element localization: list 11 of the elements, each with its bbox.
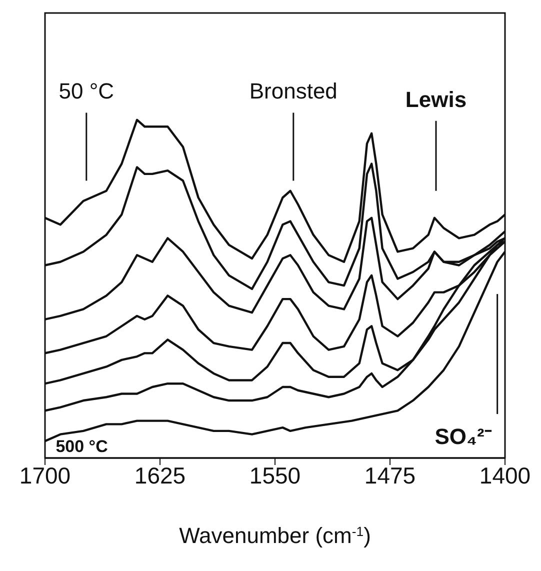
- text: Bronsted: [249, 78, 338, 104]
- x-tick-label: 1625: [134, 462, 186, 488]
- text: Lewis: [405, 86, 467, 112]
- x-tick-label: 1550: [249, 462, 301, 488]
- annotation: SO₄²⁻: [434, 424, 492, 450]
- x-axis-title: Wavenumber (cm$^{-1}$): [179, 523, 371, 548]
- x-tick-label: 1400: [479, 462, 531, 488]
- x-tick-label: 1475: [364, 462, 416, 488]
- x-tick-label: 1700: [19, 462, 71, 488]
- text: 50 °C: [58, 78, 114, 104]
- annotation: 500 °C: [56, 437, 108, 456]
